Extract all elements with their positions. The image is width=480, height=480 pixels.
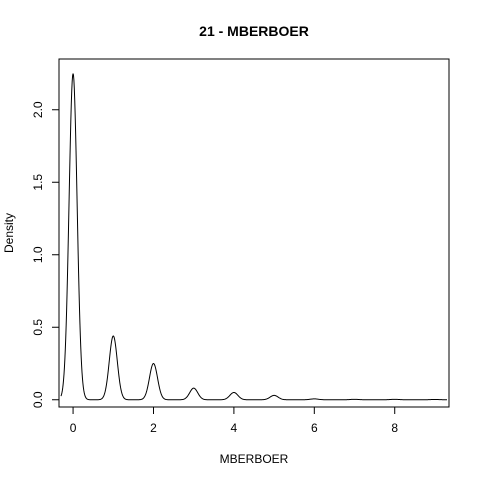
y-tick-label: 1.5 (31, 174, 45, 191)
x-tick-label: 0 (70, 421, 77, 435)
x-tick-label: 8 (391, 421, 398, 435)
y-tick-label: 1.0 (31, 246, 45, 263)
x-tick-label: 4 (231, 421, 238, 435)
x-tick-label: 6 (311, 421, 318, 435)
x-axis: 0 2 4 6 8 (70, 407, 399, 435)
y-axis-label: Density (2, 213, 16, 253)
y-tick-label: 0.5 (31, 319, 45, 336)
plot-frame (59, 59, 449, 407)
y-tick-label: 2.0 (31, 101, 45, 118)
y-tick-label: 0.0 (31, 391, 45, 408)
density-line (61, 74, 447, 400)
x-axis-label: MBERBOER (220, 452, 289, 466)
x-tick-label: 2 (150, 421, 157, 435)
y-axis: 0.0 0.5 1.0 1.5 2.0 (31, 101, 59, 408)
chart-title: 21 - MBERBOER (199, 23, 309, 39)
